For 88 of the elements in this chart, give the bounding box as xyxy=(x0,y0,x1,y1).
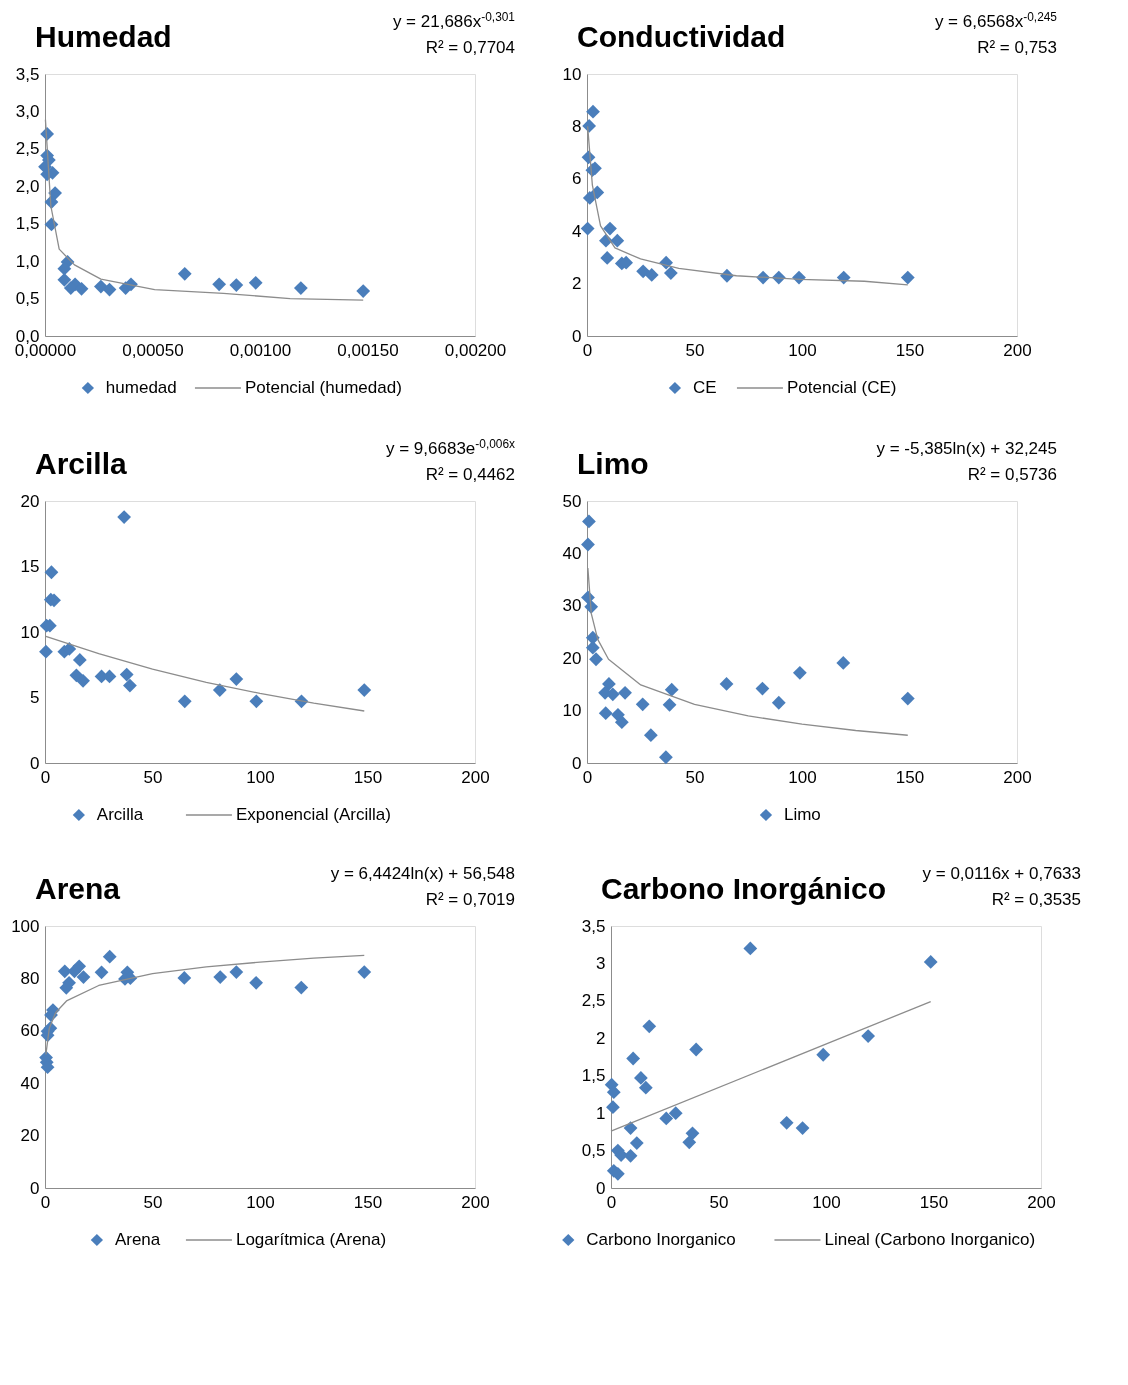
y-tick-label: 30 xyxy=(562,596,582,616)
y-tick-label: 0 xyxy=(30,1178,40,1198)
y-tick-label: 40 xyxy=(562,543,582,563)
legend-label: Logarítmica (Arena) xyxy=(235,1230,387,1249)
legend-label: Limo xyxy=(783,805,821,824)
y-tick-label: 10 xyxy=(562,701,582,721)
text: R² = 0,7704 xyxy=(425,38,515,57)
x-tick-label: 50 xyxy=(709,1192,729,1212)
legend-label: Potencial (CE) xyxy=(786,378,897,397)
text: y = 6,4424ln(x) + 56,548 xyxy=(330,864,515,883)
y-tick-label: 20 xyxy=(20,1126,40,1146)
chart-title: Humedad xyxy=(35,20,172,53)
legend-label: Carbono Inorganico xyxy=(586,1230,736,1249)
y-tick-label: 10 xyxy=(562,64,582,84)
y-tick-label: 2,0 xyxy=(15,176,40,196)
y-tick-label: 20 xyxy=(562,648,582,668)
x-tick-label: 100 xyxy=(246,1192,275,1212)
y-tick-label: 8 xyxy=(572,116,582,136)
x-tick-label: 100 xyxy=(812,1192,841,1212)
chart-title: Arena xyxy=(35,872,121,905)
y-tick-label: 0,5 xyxy=(15,289,40,309)
legend-label: CE xyxy=(692,378,717,397)
y-tick-label: 0 xyxy=(30,753,40,773)
x-tick-label: 0,00100 xyxy=(229,340,292,360)
y-tick-label: 100 xyxy=(11,916,40,936)
x-tick-label: 50 xyxy=(685,767,705,787)
x-tick-label: 50 xyxy=(143,1192,163,1212)
x-tick-label: 150 xyxy=(919,1192,949,1212)
y-tick-label: 1 xyxy=(596,1103,606,1123)
chart-title: Limo xyxy=(577,447,649,480)
text: R² = 0,3535 xyxy=(991,890,1081,909)
x-tick-label: 200 xyxy=(1003,767,1032,787)
text: R² = 0,753 xyxy=(977,38,1057,57)
y-tick-label: 3,0 xyxy=(15,101,40,121)
y-tick-label: 0 xyxy=(572,753,582,773)
x-tick-label: 0,00050 xyxy=(122,340,184,360)
x-tick-label: 100 xyxy=(246,767,275,787)
y-tick-label: 15 xyxy=(20,557,40,576)
y-tick-label: 3,5 xyxy=(581,916,606,936)
y-tick-label: 2,5 xyxy=(15,139,40,159)
chart-title: Arcilla xyxy=(35,447,128,480)
y-tick-label: 80 xyxy=(20,968,40,988)
y-tick-label: 3,5 xyxy=(15,64,40,84)
y-tick-label: 2,5 xyxy=(581,991,606,1011)
legend-label: Potencial (humedad) xyxy=(244,378,402,397)
y-tick-label: 0,5 xyxy=(581,1141,606,1161)
y-tick-label: 6 xyxy=(572,169,582,189)
legend-label: Lineal (Carbono Inorganico) xyxy=(824,1230,1036,1249)
x-tick-label: 100 xyxy=(788,340,817,360)
y-tick-label: 5 xyxy=(30,688,40,707)
x-tick-label: 50 xyxy=(685,340,705,360)
text: R² = 0,7019 xyxy=(425,890,515,909)
y-tick-label: 50 xyxy=(562,491,582,511)
y-tick-label: 1,5 xyxy=(15,214,40,234)
x-tick-label: 150 xyxy=(895,340,925,360)
y-tick-label: 0 xyxy=(572,326,582,346)
legend-label: Arcilla xyxy=(96,805,144,824)
legend-label: humedad xyxy=(105,378,177,397)
y-tick-label: 1,5 xyxy=(581,1066,606,1086)
y-tick-label: 40 xyxy=(20,1073,40,1093)
legend-label: Exponencial (Arcilla) xyxy=(235,805,391,824)
y-tick-label: 1,0 xyxy=(15,251,40,271)
x-tick-label: 150 xyxy=(353,767,383,787)
y-tick-label: 10 xyxy=(20,622,40,642)
chart-title: Carbono Inorgánico xyxy=(601,872,886,905)
text: R² = 0,5736 xyxy=(967,465,1057,484)
x-tick-label: 200 xyxy=(1003,340,1032,360)
text: y = -5,385ln(x) + 32,245 xyxy=(876,439,1057,458)
y-tick-label: 0 xyxy=(596,1178,606,1198)
x-tick-label: 50 xyxy=(143,767,163,787)
x-tick-label: 150 xyxy=(895,767,925,787)
text: R² = 0,4462 xyxy=(425,465,515,484)
x-tick-label: 200 xyxy=(1027,1192,1056,1212)
y-tick-label: 3 xyxy=(596,953,606,973)
x-tick-label: 0,00200 xyxy=(444,340,507,360)
chart-title: Conductividad xyxy=(577,20,786,53)
y-tick-label: 2 xyxy=(596,1028,606,1048)
y-tick-label: 60 xyxy=(20,1021,40,1041)
x-tick-label: 200 xyxy=(461,1192,490,1212)
legend-label: Arena xyxy=(114,1230,161,1249)
y-tick-label: 4 xyxy=(572,221,582,241)
y-tick-label: 2 xyxy=(572,274,582,294)
text: y = 0,0116x + 0,7633 xyxy=(922,864,1081,883)
x-tick-label: 100 xyxy=(788,767,817,787)
x-tick-label: 200 xyxy=(461,767,490,787)
x-tick-label: 150 xyxy=(353,1192,383,1212)
x-tick-label: 0,00150 xyxy=(337,340,399,360)
y-tick-label: 20 xyxy=(20,491,40,511)
